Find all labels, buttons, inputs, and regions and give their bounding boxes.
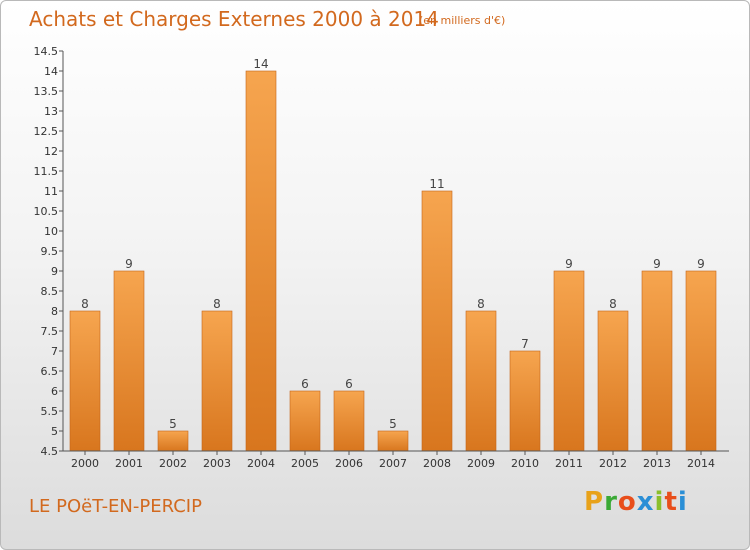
- x-tick-label: 2013: [643, 457, 671, 470]
- data-label-2001: 9: [125, 257, 133, 271]
- bar-2012: [597, 310, 629, 452]
- x-tick-label: 2001: [115, 457, 143, 470]
- y-tick-label: 14: [44, 65, 58, 78]
- y-tick-label: 5.5: [41, 405, 59, 418]
- y-tick-label: 10: [44, 225, 58, 238]
- data-label-2013: 9: [653, 257, 661, 271]
- data-label-2000: 8: [81, 297, 89, 311]
- y-tick-label: 13: [44, 105, 58, 118]
- brand-logo: Proxiti: [584, 487, 688, 517]
- brand-letter: r: [604, 487, 618, 517]
- x-tick-label: 2009: [467, 457, 495, 470]
- y-tick-label: 12: [44, 145, 58, 158]
- bar-2000: [69, 310, 101, 452]
- bar-2013: [641, 270, 673, 452]
- y-tick-label: 7.5: [41, 325, 59, 338]
- data-label-2006: 6: [345, 377, 353, 391]
- x-tick-label: 2007: [379, 457, 407, 470]
- bar-2007: [377, 430, 409, 452]
- y-tick-label: 10.5: [34, 205, 59, 218]
- data-label-2011: 9: [565, 257, 573, 271]
- bar-2001: [113, 270, 145, 452]
- bar-2003: [201, 310, 233, 452]
- y-tick-label: 9: [51, 265, 58, 278]
- x-tick-label: 2004: [247, 457, 275, 470]
- x-tick-label: 2000: [71, 457, 99, 470]
- brand-letter: i: [677, 487, 688, 517]
- bar-2011: [553, 270, 585, 452]
- x-tick-label: 2008: [423, 457, 451, 470]
- y-tick-label: 6: [51, 385, 58, 398]
- bars: 8 9 5 8 14 6 6 5 11 8 7 9 8 9 9: [69, 57, 717, 452]
- bar-2009: [465, 310, 497, 452]
- bar-2008: [421, 190, 453, 452]
- y-axis: 4.5 5 5.5 6 6.5 7 7.5 8 8.5 9 9.5 10 10.5 11 11.5 12 12.…: [34, 45, 64, 458]
- x-tick-label: 2010: [511, 457, 539, 470]
- bar-2006: [333, 390, 365, 452]
- brand-letter: P: [584, 487, 605, 517]
- bar-2004: [245, 70, 277, 452]
- data-label-2008: 11: [429, 177, 444, 191]
- y-tick-label: 6.5: [41, 365, 59, 378]
- y-tick-label: 14.5: [34, 45, 59, 58]
- bar-2005: [289, 390, 321, 452]
- bar-2014: [685, 270, 717, 452]
- x-tick-label: 2003: [203, 457, 231, 470]
- brand-letter: o: [617, 487, 637, 517]
- x-tick-label: 2002: [159, 457, 187, 470]
- y-tick-label: 9.5: [41, 245, 59, 258]
- x-tick-label: 2006: [335, 457, 363, 470]
- data-label-2003: 8: [213, 297, 221, 311]
- brand-letter: x: [636, 487, 655, 517]
- y-tick-label: 11.5: [34, 165, 59, 178]
- x-tick-label: 2011: [555, 457, 583, 470]
- y-tick-label: 12.5: [34, 125, 59, 138]
- brand-letter: i: [654, 487, 665, 517]
- brand-letter: t: [664, 487, 678, 517]
- bar-2002: [157, 430, 189, 452]
- y-tick-label: 8: [51, 305, 58, 318]
- data-label-2014: 9: [697, 257, 705, 271]
- y-tick-label: 11: [44, 185, 58, 198]
- data-label-2010: 7: [521, 337, 529, 351]
- data-label-2004: 14: [253, 57, 268, 71]
- y-tick-label: 7: [51, 345, 58, 358]
- chart-unit: (en milliers d'€): [419, 14, 506, 27]
- data-label-2012: 8: [609, 297, 617, 311]
- data-label-2009: 8: [477, 297, 485, 311]
- x-tick-label: 2005: [291, 457, 319, 470]
- y-tick-label: 8.5: [41, 285, 59, 298]
- x-tick-label: 2014: [687, 457, 715, 470]
- bar-2010: [509, 350, 541, 452]
- data-label-2005: 6: [301, 377, 309, 391]
- chart-title: Achats et Charges Externes 2000 à 2014: [29, 7, 439, 31]
- x-axis: 2000 2001 2002 2003 2004 2005 2006 2007 2008 2009…: [63, 450, 729, 470]
- location-name: LE POëT-EN-PERCIP: [29, 496, 202, 517]
- data-label-2002: 5: [169, 417, 177, 431]
- data-label-2007: 5: [389, 417, 397, 431]
- y-tick-label: 5: [51, 425, 58, 438]
- x-tick-label: 2012: [599, 457, 627, 470]
- y-tick-label: 4.5: [41, 445, 59, 458]
- y-tick-label: 13.5: [34, 85, 59, 98]
